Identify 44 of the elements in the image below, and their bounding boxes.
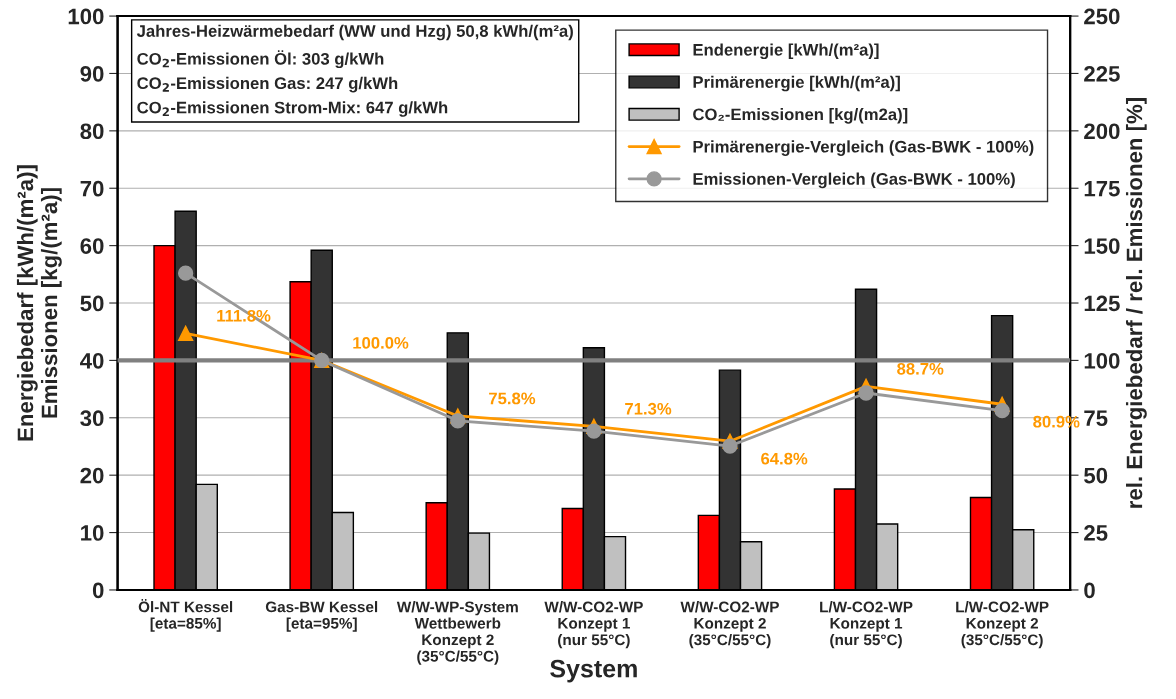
data-label: 88.7%	[897, 362, 944, 375]
y2-tick-label: 250	[1084, 8, 1120, 25]
y2-tick-label: 125	[1084, 295, 1120, 312]
y2-tick-label: 0	[1084, 582, 1095, 599]
x-tick-label: W/W-CO2-WP Konzept 1 (nur 55°C)	[544, 601, 643, 649]
y-tick-label: 100	[68, 8, 104, 25]
legend-label: Primärenergie [kWh/(m²a)]	[693, 75, 900, 92]
y-tick-label: 30	[80, 410, 104, 427]
x-tick-label: Öl-NT Kessel [eta=85%]	[138, 599, 233, 632]
y-axis-title: Energiebedarf [kWh/(m²a)] Emissionen [kg/(m²a)]	[16, 165, 62, 441]
y2-tick-label: 25	[1084, 525, 1108, 541]
data-label: 75.8%	[489, 392, 536, 405]
y2-tick-label: 75	[1084, 410, 1108, 427]
x-tick-label: L/W-CO2-WP Konzept 2 (35°C/55°C)	[956, 601, 1049, 649]
data-label: 111.8%	[217, 309, 271, 322]
legend-label: CO₂-Emissionen [kg/(m2a)]	[693, 108, 908, 124]
legend-label: Primärenergie-Vergleich (Gas-BWK - 100%)	[693, 140, 1034, 156]
y-tick-label: 40	[80, 352, 104, 369]
x-axis-title: System	[550, 659, 637, 683]
y-tick-label: 80	[80, 123, 104, 140]
y-tick-label: 20	[80, 467, 104, 484]
y-tick-label: 10	[81, 525, 104, 541]
y-tick-label: 0	[92, 582, 104, 599]
y2-axis-title: rel. Energiebedarf / rel. Emissionen [%]	[1125, 98, 1147, 508]
y-tick-label: 50	[80, 295, 104, 312]
y2-tick-label: 225	[1084, 66, 1120, 82]
y-tick-label: 90	[80, 66, 104, 82]
x-tick-label: W/W-CO2-WP Konzept 2 (35°C/55°C)	[680, 601, 779, 649]
legend-label: Emissionen-Vergleich (Gas-BWK - 100%)	[693, 172, 1015, 189]
y-tick-label: 60	[80, 238, 104, 254]
y2-tick-label: 50	[1084, 467, 1108, 484]
y2-tick-label: 150	[1084, 238, 1120, 254]
y2-tick-label: 200	[1084, 123, 1120, 140]
x-tick-label: L/W-CO2-WP Konzept 1 (nur 55°C)	[820, 601, 913, 649]
text: Jahres-Heizwärmebedarf (WW und Hzg) 50,8 kWh/(m²a) CO$_{2}$-Emissionen Öl: 303 g/kWh CO$_{2}$-Emissionen Gas: 247 g/kWh CO$_{2}$-Emissionen Strom-Mix: 647 g/kWh	[136, 24, 573, 117]
y-tick-label: 70	[80, 180, 104, 197]
x-tick-label: W/W-WP-System Wettbewerb Konzept 2 (35°C/55°C)	[396, 601, 518, 665]
data-label: 64.8%	[761, 452, 808, 465]
data-label: 71.3%	[625, 402, 672, 415]
y2-tick-label: 100	[1084, 352, 1120, 369]
data-label: 100.0%	[353, 336, 409, 349]
y2-tick-label: 175	[1084, 181, 1120, 197]
legend-label: Endenergie [kWh/(m²a)]	[693, 43, 879, 60]
x-tick-label: Gas-BW Kessel [eta=95%]	[265, 601, 378, 632]
